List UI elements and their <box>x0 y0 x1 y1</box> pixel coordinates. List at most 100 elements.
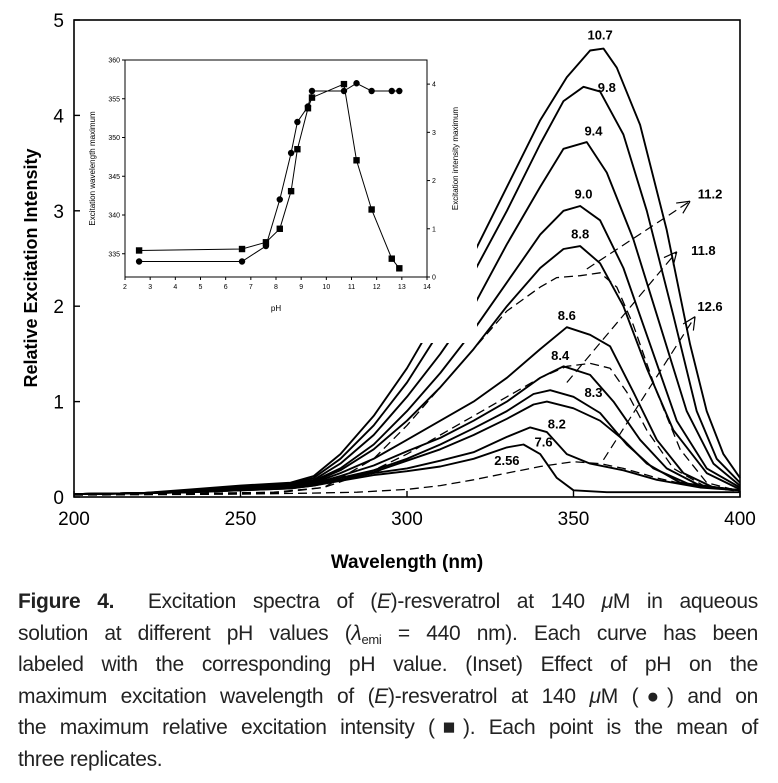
inset-y-right-tick-label: 4 <box>432 82 436 89</box>
inset-y-left-tick-label: 360 <box>108 58 120 65</box>
arrow-head <box>682 316 696 325</box>
curve-label-ph-8.6: 8.6 <box>558 308 576 323</box>
x-tick-label: 300 <box>391 509 423 530</box>
inset-y-left-tick-label: 345 <box>108 174 120 181</box>
curve-label-ph-8.3: 8.3 <box>584 385 602 400</box>
caption-text: λ <box>351 621 362 645</box>
caption-text: M in aqueous <box>612 590 758 613</box>
x-tick-label: 400 <box>724 509 756 530</box>
inset-circle-point <box>287 149 295 157</box>
caption-text: )-resveratrol at 140 <box>390 590 602 613</box>
inset-y-left-label: Excitation wavelength maximum <box>88 111 97 226</box>
inset-square-point <box>368 206 375 213</box>
caption-text: maximum excitation wavelength of ( <box>18 684 375 708</box>
caption-line: Figure 4. Excitation spectra of (E)-resv… <box>18 586 758 618</box>
y-axis-label: Relative Excitation Intensity <box>21 148 41 387</box>
inset-y-right-tick-label: 1 <box>432 226 436 233</box>
inset-chart: 2 3 4 5 6 7 8 9 10 11 12 13 143353403453503553600123… <box>88 58 460 314</box>
inset-y-left-tick-label: 340 <box>108 213 120 220</box>
curve-label-ph-8.8: 8.8 <box>571 227 589 242</box>
inset-x-tick-label: 4 <box>173 284 177 291</box>
caption-line: the maximum relative excitation intensit… <box>18 712 758 744</box>
y-tick-label: 0 <box>53 488 64 509</box>
caption-text: μ <box>589 684 601 708</box>
inset-x-axis-label: pH <box>271 304 281 313</box>
spectrum-curve-ph-11.8 <box>73 362 741 495</box>
inset-y-right-tick-label: 2 <box>432 178 436 185</box>
x-tick-label: 250 <box>225 509 257 530</box>
arrow-head <box>692 316 696 331</box>
inset-circle-point <box>276 196 283 203</box>
inset-x-tick-label: 10 <box>322 284 330 291</box>
arrow-line-ph-12.6 <box>602 316 696 461</box>
curve-label-ph-11.2: 11.2 <box>698 187 723 202</box>
inset-square-point <box>340 80 348 88</box>
curve-label-ph-9.4: 9.4 <box>584 124 603 139</box>
spectrum-curve-ph-9.8 <box>73 85 741 496</box>
inset-background <box>80 48 477 343</box>
inset-x-tick-label: 14 <box>423 284 431 291</box>
inset-square-point <box>396 265 403 272</box>
inset-square-point <box>304 105 312 112</box>
y-tick-label: 4 <box>53 106 64 127</box>
inset-y-right-label: Excitation intensity maximum <box>451 107 460 210</box>
caption-text: solution at different pH values ( <box>18 621 352 645</box>
curve-label-ph-10.7: 10.7 <box>587 27 612 42</box>
inset-square-point <box>388 255 395 262</box>
curve-label-ph-11.8: 11.8 <box>691 243 716 258</box>
caption-text: Figure 4. <box>18 590 115 613</box>
caption-text: emi <box>361 631 382 647</box>
spectrum-curve-ph-12.6 <box>73 461 741 496</box>
curve-label-ph-9.0: 9.0 <box>574 187 592 202</box>
inset-x-tick-label: 7 <box>249 284 253 291</box>
inset-y-left-tick-label: 355 <box>108 96 120 103</box>
inset-circle-point <box>368 87 375 95</box>
inset-x-tick-label: 8 <box>274 284 278 291</box>
spectrum-curve-ph-8.2 <box>73 400 741 496</box>
caption-text: M (●) and on <box>600 684 759 708</box>
inset-x-tick-label: 11 <box>348 284 355 291</box>
inset-square-point <box>238 245 246 253</box>
curve-label-ph-12.6: 12.6 <box>697 299 722 314</box>
spectrum-curve-ph-11.2 <box>73 272 741 495</box>
inset-square-point <box>308 94 316 101</box>
inset-circle-point <box>135 258 143 265</box>
inset-square-point <box>276 225 283 232</box>
caption-text: three replicates. <box>18 747 163 771</box>
x-tick-label: 350 <box>558 509 590 530</box>
curve-label-ph-9.8: 9.8 <box>598 80 616 95</box>
arrow-line-ph-11.2 <box>586 200 691 270</box>
inset-square-point <box>353 157 360 164</box>
curve-label-ph-7.6: 7.6 <box>534 435 552 450</box>
arrow-head <box>682 200 691 214</box>
spectrum-curve-ph-8.6 <box>73 326 741 496</box>
y-tick-label: 1 <box>53 393 64 414</box>
inset-circle-point <box>388 87 395 95</box>
inset-x-tick-label: 12 <box>373 284 381 291</box>
caption-text: E <box>376 590 391 613</box>
inset-square-point <box>135 247 143 254</box>
caption-text: the maximum relative excitation intensit… <box>18 716 758 739</box>
x-tick-label: 200 <box>58 509 90 530</box>
arrow-line-ph-11.8 <box>566 251 678 383</box>
inset-x-tick-label: 13 <box>398 284 406 291</box>
caption-text: = 440 nm). Each curve has been <box>381 621 758 645</box>
caption-text: μ <box>601 590 614 613</box>
inset-y-left-tick-label: 335 <box>108 251 120 258</box>
inset-circle-point <box>238 258 246 265</box>
inset-circle-point <box>353 80 360 87</box>
caption-text: E <box>374 684 389 708</box>
inset-x-tick-label: 9 <box>299 284 303 291</box>
inset-circle-point <box>308 87 316 95</box>
caption-text: Excitation spectra of ( <box>114 590 377 613</box>
inset-circle-point <box>340 87 348 95</box>
caption-line: solution at different pH values (λemi = … <box>18 618 758 650</box>
inset-x-tick-label: 2 <box>123 284 127 291</box>
caption-text: labeled with the corresponding pH value.… <box>18 653 758 676</box>
spectrum-curve-ph-2.56 <box>73 443 740 496</box>
inset-x-tick-label: 5 <box>199 284 203 291</box>
y-tick-label: 3 <box>53 202 64 223</box>
caption-line: three replicates. <box>18 744 758 776</box>
inset-x-tick-label: 6 <box>224 284 228 291</box>
